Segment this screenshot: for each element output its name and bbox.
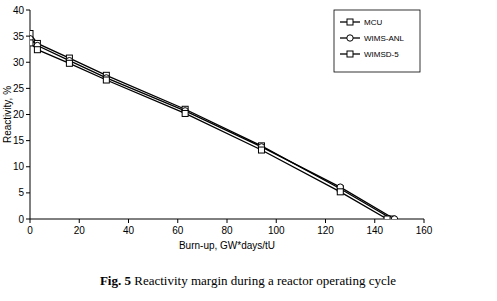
point (66, 60, 72, 66)
title: Fig. 5 Reactivity margin during a reacto… (100, 273, 396, 288)
y-axis-label: Reactivity, % (2, 86, 13, 143)
y-tick (26, 219, 30, 220)
x-tick-label: 40 (123, 225, 135, 236)
x-tick-label: 20 (74, 225, 86, 236)
y-tick (26, 140, 30, 141)
point (34, 47, 40, 53)
x-tick (227, 219, 228, 223)
point (384, 216, 390, 219)
point (258, 147, 264, 153)
y-tick-label: 20 (13, 109, 25, 120)
legend-marker (347, 19, 353, 25)
y-tick-label: 40 (13, 5, 25, 16)
legend-marker (347, 35, 353, 41)
x-tick (424, 219, 425, 223)
y-tick-label: 30 (13, 57, 25, 68)
y-tick-label: 10 (13, 161, 25, 172)
y-tick (26, 192, 30, 193)
x-tick-label: 140 (366, 225, 383, 236)
y-tick (26, 88, 30, 89)
x-tick-label: 100 (268, 225, 285, 236)
x-tick (128, 219, 129, 223)
y-tick-label: 15 (13, 135, 25, 146)
y-tick (26, 10, 30, 11)
legend-label: WIMS-ANL (364, 34, 405, 43)
x-tick (276, 219, 277, 223)
point (391, 216, 397, 219)
series-line (30, 43, 387, 219)
x-tick-label: 0 (27, 225, 33, 236)
point (30, 40, 33, 46)
x-tick (374, 219, 375, 223)
y-tick (26, 62, 30, 63)
y-tick (26, 36, 30, 37)
y-tick-label: 0 (18, 214, 24, 225)
y-tick (26, 166, 30, 167)
point (103, 77, 109, 83)
legend: MCU WIMS-ANL WIMSD-5 (334, 10, 420, 72)
y-tick (26, 114, 30, 115)
title-part: Fig. 5 (100, 273, 132, 288)
x-axis-label: Burn-up, GW*days/tU (179, 240, 275, 251)
legend-label: MCU (364, 18, 382, 27)
x-tick (325, 219, 326, 223)
x-tick (30, 219, 31, 223)
y-tick-label: 35 (13, 31, 25, 42)
x-tick-label: 120 (317, 225, 334, 236)
x-tick (79, 219, 80, 223)
legend-marker (347, 51, 353, 57)
x-tick-label: 80 (221, 225, 233, 236)
point (337, 189, 343, 195)
y-tick-label: 5 (18, 187, 24, 198)
title-part: Reactivity margin during a reactor opera… (131, 273, 396, 288)
point (182, 110, 188, 116)
x-tick-label: 60 (172, 225, 184, 236)
y-tick-label: 25 (13, 83, 25, 94)
x-tick-label: 160 (416, 225, 433, 236)
legend-label: WIMSD-5 (364, 50, 399, 59)
chart: 0 5 10 15 20 25 30 35 40 0 20 40 60 80 100 120 140 160 Rea… (0, 0, 497, 301)
x-tick (177, 219, 178, 223)
legend-box (334, 10, 420, 72)
